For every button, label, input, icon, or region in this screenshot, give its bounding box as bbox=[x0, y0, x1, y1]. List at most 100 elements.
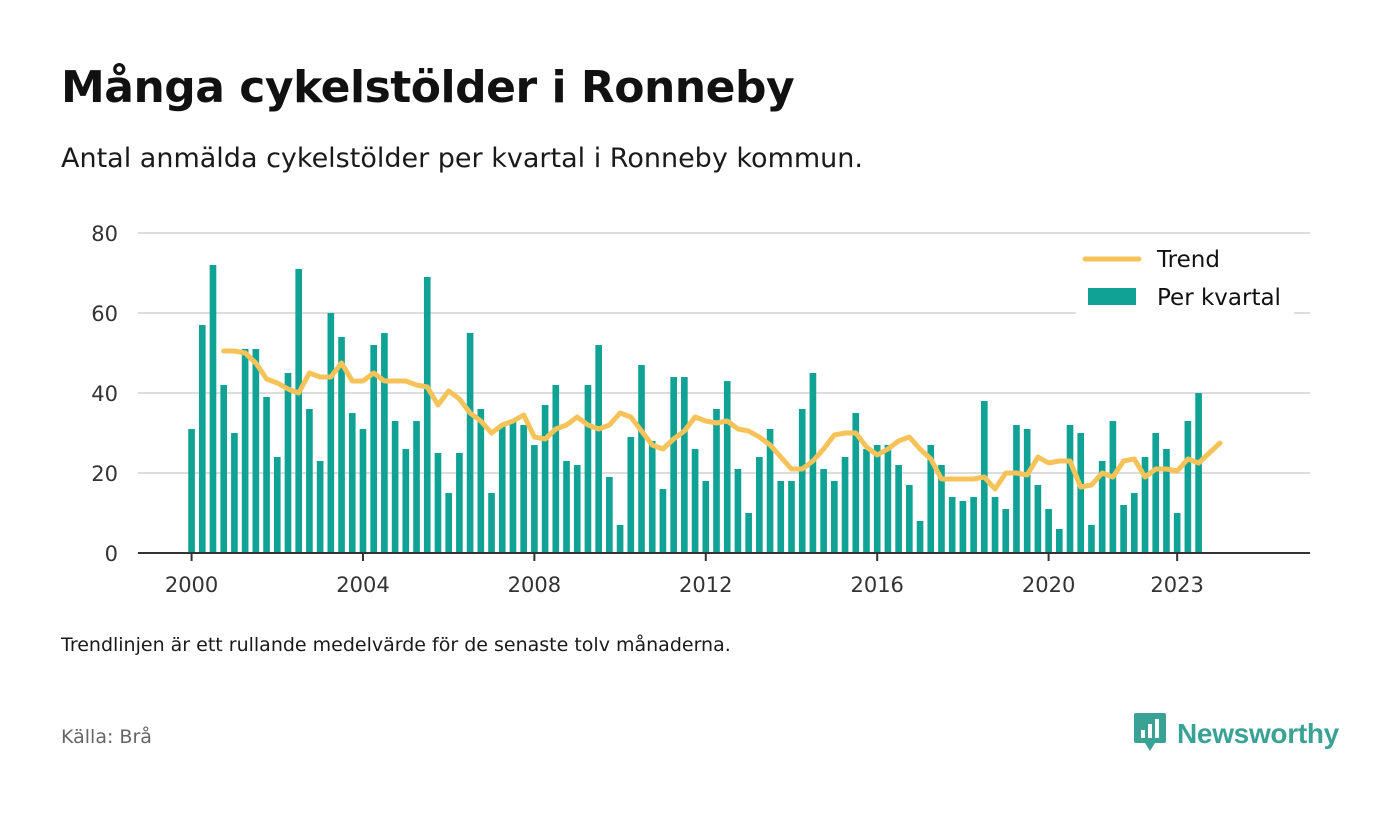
bar bbox=[713, 409, 720, 553]
bar bbox=[756, 457, 763, 553]
bar bbox=[445, 493, 452, 553]
bar bbox=[681, 377, 688, 553]
bar bbox=[531, 445, 538, 553]
bar bbox=[1195, 393, 1202, 553]
y-tick-label: 20 bbox=[91, 462, 118, 486]
bar bbox=[1088, 525, 1095, 553]
bar bbox=[1002, 509, 1010, 553]
bar bbox=[1130, 493, 1138, 553]
y-tick-label: 0 bbox=[105, 542, 118, 566]
bar bbox=[616, 525, 624, 553]
chart-subtitle: Antal anmälda cykelstölder per kvartal i… bbox=[61, 143, 863, 174]
bar bbox=[906, 485, 913, 553]
bar bbox=[370, 345, 378, 553]
bar bbox=[188, 429, 195, 553]
bar bbox=[220, 385, 228, 553]
bar bbox=[477, 409, 485, 553]
legend-trend-label: Trend bbox=[1156, 247, 1220, 273]
bar bbox=[595, 345, 602, 553]
bar bbox=[691, 449, 699, 553]
x-tick-label: 2004 bbox=[336, 573, 389, 597]
bar bbox=[606, 477, 613, 553]
bar bbox=[627, 437, 635, 553]
bar bbox=[884, 445, 892, 553]
bar bbox=[273, 457, 281, 553]
bar bbox=[820, 469, 827, 553]
y-tick-label: 80 bbox=[91, 222, 118, 246]
bar bbox=[263, 397, 270, 553]
bar bbox=[788, 481, 795, 553]
bar bbox=[413, 421, 420, 553]
y-tick-label: 40 bbox=[91, 382, 118, 406]
bar bbox=[863, 449, 870, 553]
bar bbox=[670, 377, 677, 553]
bar bbox=[948, 497, 956, 553]
bar bbox=[520, 425, 527, 553]
bar bbox=[252, 349, 260, 553]
bar bbox=[552, 385, 560, 553]
bar bbox=[488, 493, 495, 553]
bar bbox=[509, 421, 517, 553]
x-tick-label: 2023 bbox=[1150, 573, 1203, 597]
bar bbox=[316, 461, 324, 553]
bar bbox=[873, 445, 881, 553]
brand-name: Newsworthy bbox=[1177, 718, 1339, 749]
bar bbox=[541, 405, 549, 553]
bar bbox=[798, 409, 806, 553]
bar bbox=[659, 489, 667, 553]
bar bbox=[648, 441, 656, 553]
bar bbox=[348, 413, 356, 553]
bar bbox=[916, 521, 924, 553]
newsworthy-brand[interactable]: Newsworthy bbox=[1133, 712, 1339, 756]
bar bbox=[852, 413, 860, 553]
newsworthy-logo-icon bbox=[1133, 711, 1167, 757]
bar bbox=[959, 501, 967, 553]
bar bbox=[1163, 449, 1170, 553]
bar bbox=[338, 337, 345, 553]
y-tick-labels: 0 20 40 60 80 bbox=[91, 222, 118, 566]
bar bbox=[391, 421, 399, 553]
bar bbox=[1034, 485, 1042, 553]
bar bbox=[638, 365, 645, 553]
trend-line bbox=[221, 348, 1223, 492]
bar bbox=[766, 429, 774, 553]
bar bbox=[1184, 421, 1192, 553]
bar bbox=[1013, 425, 1020, 553]
bar bbox=[402, 449, 410, 553]
bar bbox=[831, 481, 838, 553]
bar bbox=[1098, 461, 1106, 553]
bar bbox=[306, 409, 313, 553]
bar bbox=[841, 457, 849, 553]
bar bbox=[991, 497, 999, 553]
bar bbox=[895, 465, 902, 553]
bar bbox=[777, 481, 785, 553]
x-tick-label: 2016 bbox=[850, 573, 903, 597]
bar bbox=[1066, 425, 1074, 553]
bar bbox=[295, 269, 303, 553]
bar bbox=[1055, 529, 1063, 553]
bar bbox=[1023, 429, 1031, 553]
bar bbox=[241, 349, 249, 553]
bars bbox=[188, 265, 1202, 553]
x-tick-label: 2000 bbox=[165, 573, 218, 597]
source-text: Källa: Brå bbox=[61, 726, 152, 748]
bar bbox=[563, 461, 570, 553]
legend: Trend Per kvartal bbox=[1076, 240, 1294, 316]
bar bbox=[573, 465, 581, 553]
bar bbox=[466, 333, 474, 553]
chart-title: Många cykelstölder i Ronneby bbox=[61, 62, 795, 113]
bar bbox=[970, 497, 977, 553]
bar bbox=[359, 429, 367, 553]
bar bbox=[456, 453, 463, 553]
x-tick-label: 2012 bbox=[679, 573, 732, 597]
bar bbox=[1120, 505, 1127, 553]
bar bbox=[1045, 509, 1052, 553]
chart: 0 20 40 60 80 2000 2004 2008 2012 2016 2020 2023 T… bbox=[91, 222, 1310, 597]
bar bbox=[584, 385, 592, 553]
x-tick-label: 2020 bbox=[1022, 573, 1075, 597]
footnote: Trendlinjen är ett rullande medelvärde f… bbox=[61, 634, 731, 656]
y-tick-label: 60 bbox=[91, 302, 118, 326]
bar bbox=[745, 513, 752, 553]
bar bbox=[198, 325, 206, 553]
legend-bars-label: Per kvartal bbox=[1157, 285, 1281, 311]
